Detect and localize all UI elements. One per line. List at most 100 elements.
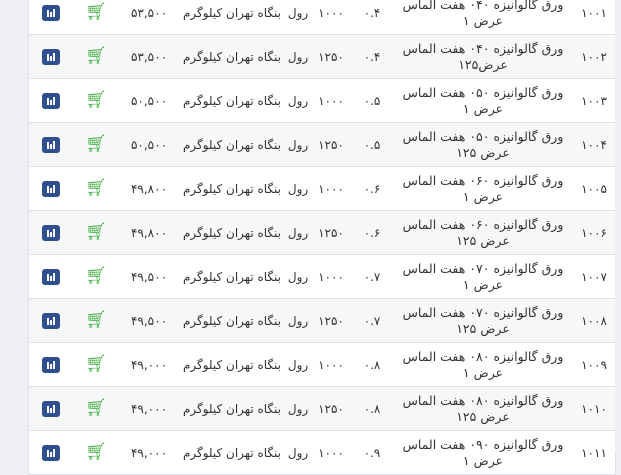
cart-icon[interactable]: 🛒︎ — [85, 442, 107, 462]
unit: رول — [285, 78, 311, 123]
unit: رول — [285, 34, 311, 79]
cart-cell: 🛒︎ — [73, 210, 119, 255]
product-id: ۱۰۱۱ — [573, 430, 615, 475]
price: ۴۹,۵۰۰ — [119, 254, 179, 299]
price: ۴۹,۵۰۰ — [119, 298, 179, 343]
supplier: بنگاه تهران کیلوگرم — [179, 386, 285, 431]
price: ۵۳,۵۰۰ — [119, 34, 179, 79]
width: ۱۰۰۰ — [311, 78, 351, 123]
product-id: ۱۰۰۷ — [573, 254, 615, 299]
product-id: ۱۰۰۹ — [573, 342, 615, 387]
supplier: بنگاه تهران کیلوگرم — [179, 166, 285, 211]
width: ۱۲۵۰ — [311, 386, 351, 431]
bar-chart-icon[interactable] — [42, 92, 60, 109]
product-name: ورق گالوانیزه ۰۴۰ هفت الماس عرض۱۲۵ — [393, 34, 573, 79]
unit: رول — [285, 342, 311, 387]
supplier: بنگاه تهران کیلوگرم — [179, 210, 285, 255]
unit: رول — [285, 0, 311, 35]
unit: رول — [285, 298, 311, 343]
chart-cell — [29, 210, 73, 255]
cart-cell: 🛒︎ — [73, 298, 119, 343]
cart-icon[interactable]: 🛒︎ — [85, 222, 107, 242]
thickness: ۰.۴ — [351, 0, 393, 35]
thickness: ۰.۴ — [351, 34, 393, 79]
bar-chart-icon[interactable] — [42, 356, 60, 373]
price: ۴۹,۰۰۰ — [119, 386, 179, 431]
bar-chart-icon[interactable] — [42, 444, 60, 461]
cart-icon[interactable]: 🛒︎ — [85, 178, 107, 198]
chart-cell — [29, 122, 73, 167]
bar-chart-icon[interactable] — [42, 224, 60, 241]
cart-cell: 🛒︎ — [73, 122, 119, 167]
width: ۱۰۰۰ — [311, 166, 351, 211]
product-name: ورق گالوانیزه ۰۸۰ هفت الماس عرض ۱ — [393, 342, 573, 387]
scrollbar[interactable] — [615, 0, 621, 452]
supplier: بنگاه تهران کیلوگرم — [179, 298, 285, 343]
table-row: ۱۰۰۱ ورق گالوانیزه ۰۴۰ هفت الماس عرض ۱ ۰.۴… — [29, 0, 615, 35]
price-table-container: ۱۰۰۱ ورق گالوانیزه ۰۴۰ هفت الماس عرض ۱ ۰.۴… — [28, 0, 616, 475]
cart-icon[interactable]: 🛒︎ — [85, 354, 107, 374]
unit: رول — [285, 210, 311, 255]
bar-chart-icon[interactable] — [42, 268, 60, 285]
supplier: بنگاه تهران کیلوگرم — [179, 0, 285, 35]
cart-cell: 🛒︎ — [73, 78, 119, 123]
chart-cell — [29, 298, 73, 343]
bar-chart-icon[interactable] — [42, 136, 60, 153]
table-row: ۱۰۱۱ ورق گالوانیزه ۰۹۰ هفت الماس عرض ۱ ۰.۹… — [29, 430, 615, 475]
bar-chart-icon[interactable] — [42, 312, 60, 329]
product-name: ورق گالوانیزه ۰۵۰ هفت الماس عرض ۱۲۵ — [393, 122, 573, 167]
unit: رول — [285, 166, 311, 211]
product-name: ورق گالوانیزه ۰۶۰ هفت الماس عرض ۱ — [393, 166, 573, 211]
supplier: بنگاه تهران کیلوگرم — [179, 78, 285, 123]
supplier: بنگاه تهران کیلوگرم — [179, 430, 285, 475]
bar-chart-icon[interactable] — [42, 400, 60, 417]
chart-cell — [29, 254, 73, 299]
unit: رول — [285, 386, 311, 431]
table-row: ۱۰۰۶ ورق گالوانیزه ۰۶۰ هفت الماس عرض ۱۲۵ ۰… — [29, 210, 615, 255]
product-id: ۱۰۰۱ — [573, 0, 615, 35]
chart-cell — [29, 430, 73, 475]
table-row: ۱۰۰۷ ورق گالوانیزه ۰۷۰ هفت الماس عرض ۱ ۰.۷… — [29, 254, 615, 299]
product-id: ۱۰۰۴ — [573, 122, 615, 167]
price: ۵۰,۵۰۰ — [119, 122, 179, 167]
thickness: ۰.۵ — [351, 78, 393, 123]
product-id: ۱۰۰۶ — [573, 210, 615, 255]
cart-icon[interactable]: 🛒︎ — [85, 46, 107, 66]
chart-cell — [29, 78, 73, 123]
table-row: ۱۰۱۰ ورق گالوانیزه ۰۸۰ هفت الماس عرض ۱۲۵ ۰… — [29, 386, 615, 431]
bar-chart-icon[interactable] — [42, 180, 60, 197]
price: ۵۰,۵۰۰ — [119, 78, 179, 123]
cart-cell: 🛒︎ — [73, 386, 119, 431]
chart-cell — [29, 34, 73, 79]
product-id: ۱۰۱۰ — [573, 386, 615, 431]
product-name: ورق گالوانیزه ۰۸۰ هفت الماس عرض ۱۲۵ — [393, 386, 573, 431]
price: ۴۹,۰۰۰ — [119, 342, 179, 387]
product-name: ورق گالوانیزه ۰۵۰ هفت الماس عرض ۱ — [393, 78, 573, 123]
width: ۱۰۰۰ — [311, 430, 351, 475]
product-id: ۱۰۰۵ — [573, 166, 615, 211]
cart-icon[interactable]: 🛒︎ — [85, 310, 107, 330]
chart-cell — [29, 0, 73, 35]
width: ۱۰۰۰ — [311, 254, 351, 299]
cart-icon[interactable]: 🛒︎ — [85, 266, 107, 286]
table-row: ۱۰۰۵ ورق گالوانیزه ۰۶۰ هفت الماس عرض ۱ ۰.۶… — [29, 166, 615, 211]
cart-icon[interactable]: 🛒︎ — [85, 398, 107, 418]
supplier: بنگاه تهران کیلوگرم — [179, 34, 285, 79]
price: ۴۹,۸۰۰ — [119, 166, 179, 211]
cart-cell: 🛒︎ — [73, 166, 119, 211]
cart-icon[interactable]: 🛒︎ — [85, 90, 107, 110]
width: ۱۲۵۰ — [311, 210, 351, 255]
supplier: بنگاه تهران کیلوگرم — [179, 122, 285, 167]
width: ۱۰۰۰ — [311, 0, 351, 35]
cart-icon[interactable]: 🛒︎ — [85, 2, 107, 22]
cart-icon[interactable]: 🛒︎ — [85, 134, 107, 154]
width: ۱۲۵۰ — [311, 34, 351, 79]
product-name: ورق گالوانیزه ۰۹۰ هفت الماس عرض ۱ — [393, 430, 573, 475]
cart-cell: 🛒︎ — [73, 342, 119, 387]
price: ۵۳,۵۰۰ — [119, 0, 179, 35]
price-table: ۱۰۰۱ ورق گالوانیزه ۰۴۰ هفت الماس عرض ۱ ۰.۴… — [29, 0, 615, 475]
cart-cell: 🛒︎ — [73, 0, 119, 35]
bar-chart-icon[interactable] — [42, 48, 60, 65]
price: ۴۹,۰۰۰ — [119, 430, 179, 475]
bar-chart-icon[interactable] — [42, 4, 60, 21]
